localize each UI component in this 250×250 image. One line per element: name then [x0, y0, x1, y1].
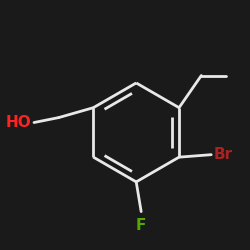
Text: F: F: [136, 218, 146, 233]
Text: HO: HO: [6, 115, 32, 130]
Text: Br: Br: [214, 147, 233, 162]
